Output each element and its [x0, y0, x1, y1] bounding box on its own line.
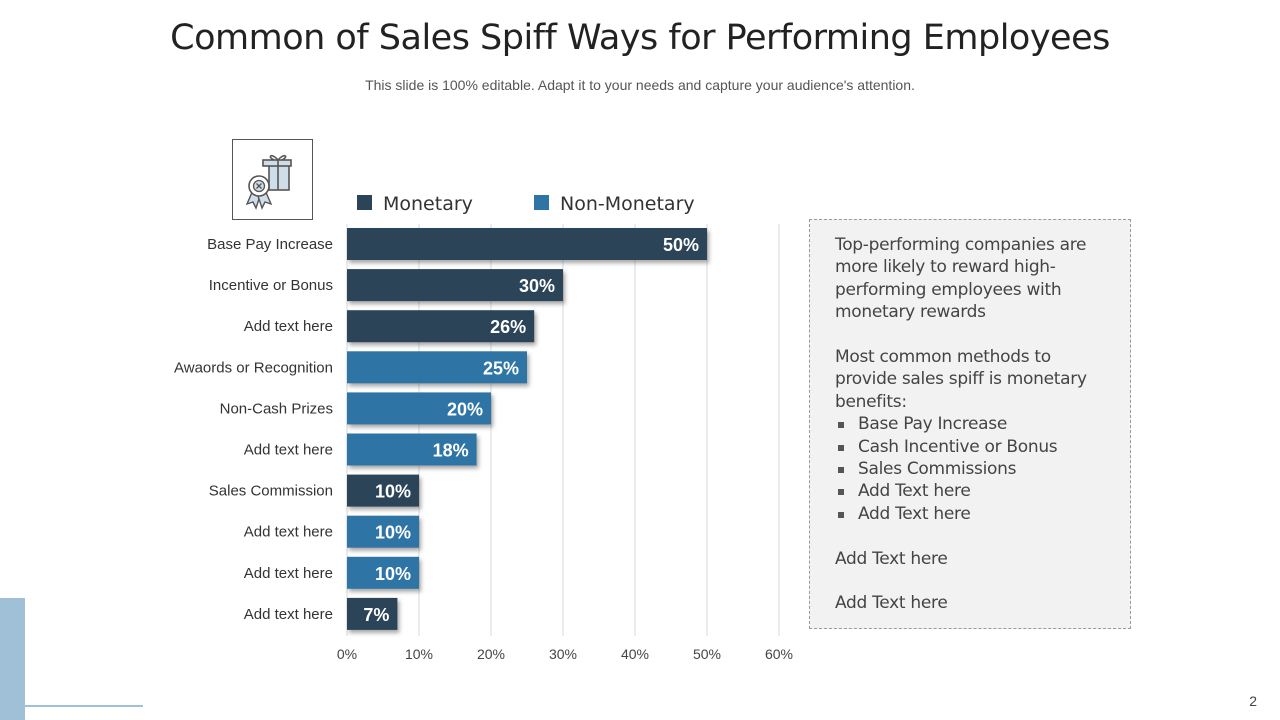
bar — [347, 351, 527, 384]
bar — [347, 556, 419, 589]
bar-value-label: 30% — [519, 276, 555, 296]
bar-value-label: 25% — [483, 358, 519, 378]
x-tick-label: 10% — [405, 646, 433, 662]
info-bullet: Sales Commissions — [835, 458, 1110, 480]
bar-value-label: 10% — [375, 564, 411, 584]
category-label: Non-Cash Prizes — [220, 400, 333, 417]
info-paragraph-1: Top-performing companies are more likely… — [835, 235, 1087, 323]
chart-legend: Monetary Non-Monetary — [357, 193, 695, 215]
legend-label: Monetary — [383, 193, 473, 215]
x-axis-ticks: 0% 10% 20% 30% 40% 50% 60% — [337, 646, 793, 662]
bar — [347, 474, 419, 507]
bar-value-label: 10% — [375, 523, 411, 543]
gift-award-icon-box — [232, 139, 313, 220]
bar — [347, 597, 398, 630]
legend-label: Non-Monetary — [560, 193, 695, 215]
slide-subtitle: This slide is 100% editable. Adapt it to… — [365, 77, 915, 93]
bar — [347, 392, 491, 425]
bar-value-label: 26% — [490, 317, 526, 337]
info-paragraph-2: Most common methods to provide sales spi… — [835, 347, 1087, 412]
legend-swatch-non-monetary — [534, 195, 549, 210]
bar — [347, 269, 563, 302]
info-textbox: Top-performing companies are more likely… — [809, 219, 1131, 629]
info-bullet: Cash Incentive or Bonus — [835, 436, 1110, 458]
x-tick-label: 30% — [549, 646, 577, 662]
category-label: Add text here — [244, 606, 333, 623]
info-paragraph-3: Add Text here — [835, 548, 948, 569]
category-label: Add text here — [244, 524, 333, 541]
info-bullet-list: Base Pay Increase Cash Incentive or Bonu… — [835, 413, 1110, 525]
bar-value-label: 20% — [447, 399, 483, 419]
bar-value-label: 7% — [363, 605, 389, 625]
category-label: Sales Commission — [209, 483, 333, 500]
bar-value-label: 50% — [663, 235, 699, 255]
bar — [347, 515, 419, 548]
category-label: Base Pay Increase — [207, 236, 333, 253]
decorative-bottom-line — [25, 705, 143, 707]
legend-swatch-monetary — [357, 195, 372, 210]
decorative-side-bar — [0, 598, 25, 720]
bar-value-label: 10% — [375, 482, 411, 502]
x-tick-label: 0% — [337, 646, 357, 662]
x-tick-label: 40% — [621, 646, 649, 662]
slide-title: Common of Sales Spiff Ways for Performin… — [170, 18, 1110, 58]
category-label: Incentive or Bonus — [209, 277, 333, 294]
category-label: Awaords or Recognition — [174, 359, 333, 376]
bar — [347, 433, 477, 466]
x-tick-label: 60% — [765, 646, 793, 662]
category-label: Add text here — [244, 442, 333, 459]
info-paragraph-4: Add Text here — [835, 593, 948, 614]
category-label: Add text here — [244, 318, 333, 335]
info-bullet: Base Pay Increase — [835, 413, 1110, 435]
category-label: Add text here — [244, 565, 333, 582]
chart-bars: 50% 30% 26% 25% 20% 18% 10% 10% 10% 7% — [347, 228, 707, 630]
bar — [347, 228, 707, 260]
info-bullet: Add Text here — [835, 503, 1110, 525]
category-labels: Base Pay Increase Incentive or Bonus Add t… — [174, 236, 333, 623]
x-tick-label: 20% — [477, 646, 505, 662]
gift-award-icon — [245, 154, 292, 210]
page-number: 2 — [1249, 693, 1257, 709]
bar-value-label: 18% — [433, 441, 469, 461]
bar — [347, 310, 535, 343]
info-bullet: Add Text here — [835, 480, 1110, 502]
x-tick-label: 50% — [693, 646, 721, 662]
